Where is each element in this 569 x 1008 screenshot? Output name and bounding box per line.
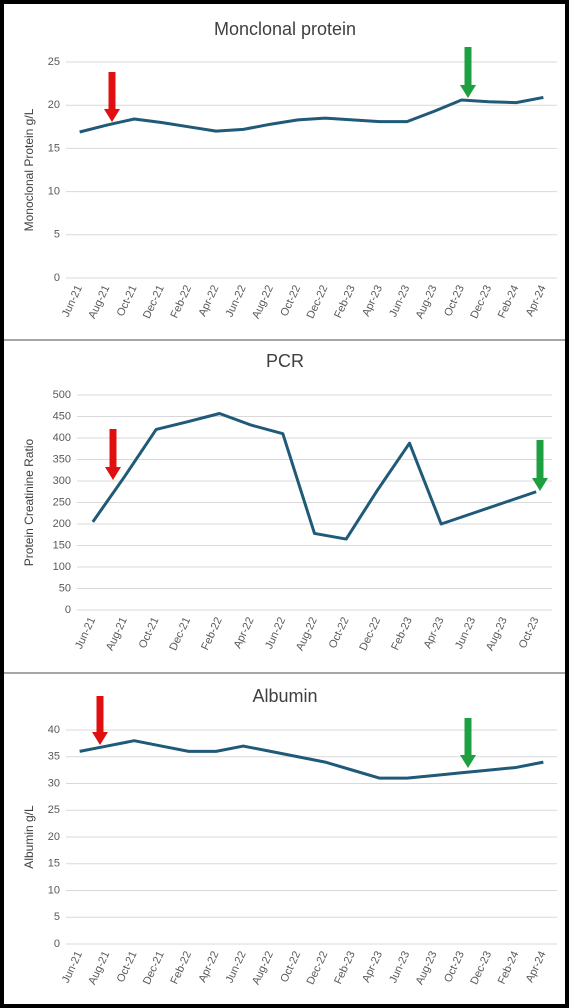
- data-line: [91, 411, 537, 541]
- chart-title: Monclonal protein: [214, 19, 356, 39]
- arrow-shaft: [109, 429, 117, 468]
- arrow-shaft: [96, 696, 104, 733]
- arrow-head: [104, 109, 120, 122]
- y-tick-label: 40: [48, 724, 60, 736]
- y-tick-label: 20: [48, 831, 60, 843]
- y-tick-label: 200: [53, 518, 71, 530]
- y-tick-label: 25: [48, 56, 60, 68]
- y-tick-label: 5: [54, 229, 60, 241]
- y-tick-label: 50: [59, 582, 71, 594]
- data-line: [79, 739, 544, 780]
- y-tick-label: 450: [53, 410, 71, 422]
- y-axis-label: Albumin g/L: [22, 805, 36, 869]
- y-tick-label: 250: [53, 496, 71, 508]
- y-tick-label: 35: [48, 751, 60, 763]
- chart-title: PCR: [266, 351, 304, 371]
- y-tick-label: 10: [48, 186, 60, 198]
- y-axis-label: Monoclonal Protein g/L: [22, 108, 36, 231]
- arrow-head: [460, 85, 476, 98]
- y-tick-label: 350: [53, 453, 71, 465]
- arrow-shaft: [536, 440, 544, 479]
- y-tick-label: 5: [54, 911, 60, 923]
- y-axis-label: Protein Creatinine Ratio: [22, 438, 36, 566]
- y-tick-label: 15: [48, 142, 60, 154]
- y-tick-label: 30: [48, 777, 60, 789]
- arrow-head: [460, 755, 476, 768]
- arrow-shaft: [464, 718, 472, 756]
- arrow-head: [105, 467, 121, 480]
- y-tick-label: 0: [54, 938, 60, 950]
- data-line: [79, 95, 544, 134]
- arrow-shaft: [108, 72, 116, 110]
- y-tick-label: 25: [48, 804, 60, 816]
- arrow-head: [532, 478, 548, 491]
- y-tick-label: 100: [53, 561, 71, 573]
- y-tick-label: 500: [53, 389, 71, 401]
- arrow-head: [92, 732, 108, 745]
- y-tick-label: 150: [53, 539, 71, 551]
- y-tick-label: 300: [53, 475, 71, 487]
- y-tick-label: 0: [65, 604, 71, 616]
- y-tick-label: 0: [54, 272, 60, 284]
- y-tick-label: 20: [48, 99, 60, 111]
- chart-title: Albumin: [252, 686, 317, 706]
- y-tick-label: 400: [53, 432, 71, 444]
- y-tick-label: 15: [48, 858, 60, 870]
- y-tick-label: 10: [48, 884, 60, 896]
- arrow-shaft: [464, 47, 472, 86]
